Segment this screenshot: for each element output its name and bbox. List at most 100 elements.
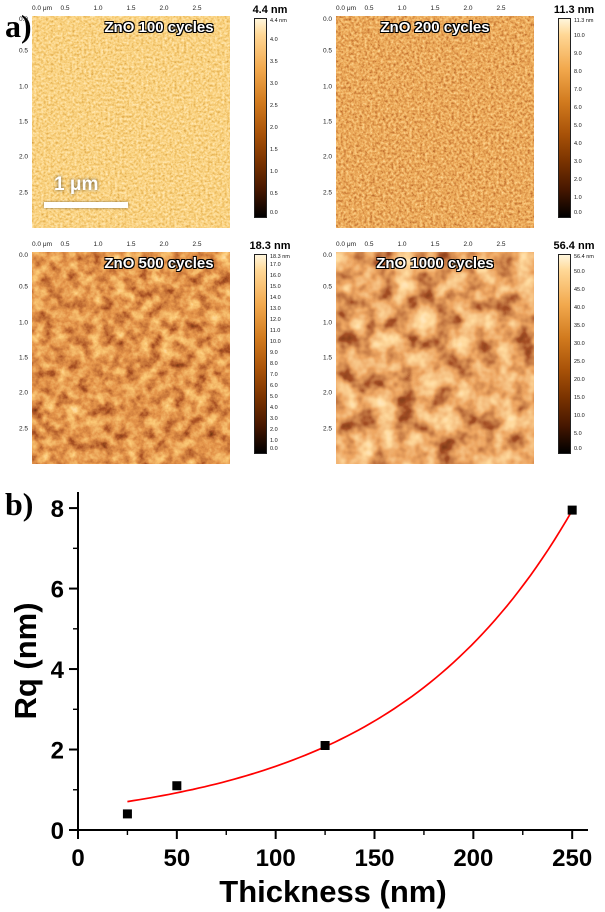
panel-b: 0 50 100 150 200 250 0 2 4 6 8 Thickness (nm) Rq (nm… <box>0 480 605 912</box>
ruler-top: 0.0 μm 0.5 1.0 1.5 2.0 2.5 <box>336 4 534 15</box>
panel-a: a) 0.0 μm 0.5 1.0 1.5 2.0 2.5 0.0 0.5 1.0 1.5 2.0… <box>2 4 604 464</box>
afm-topography-image <box>336 16 534 228</box>
panel-a-label: a) <box>5 8 32 44</box>
colorbar <box>558 254 571 454</box>
afm-image-frame: ZnO 500 cycles <box>32 252 230 464</box>
colorbar-tick-labels: 4.4 nm 4.0 3.5 3.0 2.5 2.0 1.5 1.0 0.5 0.0 <box>270 18 300 216</box>
ruler-left-tick-label: 0.0 <box>322 16 332 23</box>
fit-curve <box>127 510 573 803</box>
colorbar-max-label: 4.4 nm <box>252 4 288 16</box>
colorbar-tick-label: 2.0 <box>574 177 582 183</box>
ruler-top-tick-label: 2.5 <box>496 241 506 248</box>
y-tick-label: 6 <box>51 577 64 604</box>
ruler-top-tick-label: 1.0 <box>397 5 407 12</box>
x-tick-label: 0 <box>71 845 84 872</box>
afm-image-title: ZnO 200 cycles <box>380 19 490 36</box>
colorbar-tick-label: 12.0 <box>270 317 281 323</box>
colorbar-tick-labels: 18.3 nm 17.0 16.0 15.0 14.0 13.0 12.0 11.0 10.0 9… <box>270 254 300 452</box>
ruler-left-tick-label: 0.0 <box>322 252 332 259</box>
ruler-top-tick-label: 1.0 <box>93 5 103 12</box>
x-tick-label: 50 <box>163 845 190 872</box>
colorbar-tick-label: 50.0 <box>574 269 585 275</box>
colorbar-tick-label: 17.0 <box>270 262 281 268</box>
data-point <box>320 741 330 750</box>
ruler-top-tick-label: 0.0 μm <box>336 5 357 12</box>
ruler-left-tick-label: 2.5 <box>322 425 332 433</box>
colorbar-tick-label: 5.0 <box>574 431 582 437</box>
ruler-top-tick-label: 2.5 <box>192 5 202 12</box>
colorbar-max-label: 18.3 nm <box>249 240 291 252</box>
ruler-left-tick-label: 1.0 <box>322 83 332 91</box>
ruler-top: 0.0 μm 0.5 1.0 1.5 2.0 2.5 <box>32 4 230 15</box>
colorbar-tick-label: 0.0 <box>574 210 582 216</box>
colorbar-tick-label: 56.4 nm <box>574 254 594 260</box>
colorbar-tick-labels: 56.4 nm 50.0 45.0 40.0 35.0 30.0 25.0 20.0 15.0 1… <box>574 254 604 452</box>
x-axis-label: Thickness (nm) <box>219 874 446 909</box>
afm-image-frame: ZnO 200 cycles <box>336 16 534 228</box>
colorbar-tick-label: 10.0 <box>574 33 585 39</box>
colorbar-max-label: 11.3 nm <box>553 4 595 16</box>
colorbar-tick-label: 3.0 <box>574 159 582 165</box>
ruler-top-tick-label: 1.0 <box>397 241 407 248</box>
ruler-left-tick-label: 1.0 <box>18 319 28 327</box>
afm-topography-image <box>336 252 534 464</box>
x-tick-label: 150 <box>354 845 394 872</box>
scalebar <box>44 202 128 208</box>
colorbar-tick-label: 8.0 <box>574 69 582 75</box>
colorbar-tick-label: 6.0 <box>270 383 278 389</box>
colorbar-tick-label: 1.5 <box>270 147 278 153</box>
colorbar-tick-label: 8.0 <box>270 361 278 367</box>
colorbar-tick-label: 13.0 <box>270 306 281 312</box>
colorbar-tick-labels: 11.3 nm 10.0 9.0 8.0 7.0 6.0 5.0 4.0 3.0 2.0 1.0 0.… <box>574 18 604 216</box>
colorbar-tick-label: 10.0 <box>574 413 585 419</box>
ruler-left-tick-label: 1.5 <box>18 354 28 362</box>
ruler-top-tick-label: 2.0 <box>159 5 169 12</box>
ruler-left-tick-label: 2.0 <box>18 389 28 397</box>
ruler-left: 0.0 0.5 1.0 1.5 2.0 2.5 <box>316 16 334 228</box>
x-tick-label: 100 <box>256 845 296 872</box>
scalebar-label: 1 μm <box>54 174 99 195</box>
colorbar-tick-label: 0.5 <box>270 191 278 197</box>
afm-image-frame: ZnO 1000 cycles <box>336 252 534 464</box>
ruler-top: 0.0 μm 0.5 1.0 1.5 2.0 2.5 <box>336 240 534 251</box>
colorbar-tick-label: 0.0 <box>270 210 278 216</box>
data-point <box>122 809 132 819</box>
colorbar-tick-label: 6.0 <box>574 105 582 111</box>
colorbar-tick-label: 20.0 <box>574 377 585 383</box>
ruler-top-tick-label: 1.0 <box>93 241 103 248</box>
ruler-left: 0.0 0.5 1.0 1.5 2.0 2.5 <box>316 252 334 464</box>
ruler-top-tick-label: 2.0 <box>463 241 473 248</box>
ruler-left-tick-label: 1.5 <box>322 118 332 126</box>
colorbar-tick-label: 11.3 nm <box>574 18 594 24</box>
ruler-top-tick-label: 1.5 <box>126 5 136 12</box>
colorbar-tick-label: 40.0 <box>574 305 585 311</box>
ruler-left-tick-label: 2.0 <box>18 153 28 161</box>
colorbar <box>254 254 267 454</box>
ruler-top-tick-label: 1.5 <box>126 241 136 248</box>
colorbar-tick-label: 2.0 <box>270 125 278 131</box>
x-tick-label: 200 <box>453 845 493 872</box>
afm-topography-image <box>32 252 230 464</box>
colorbar-tick-label: 9.0 <box>574 51 582 57</box>
afm-image-title: ZnO 1000 cycles <box>376 255 494 272</box>
afm-topography-image <box>32 16 230 228</box>
ruler-left-tick-label: 1.5 <box>18 118 28 126</box>
data-point <box>172 781 182 791</box>
ruler-left: 0.0 0.5 1.0 1.5 2.0 2.5 <box>12 252 30 464</box>
data-point <box>567 505 577 515</box>
colorbar-tick-label: 25.0 <box>574 359 585 365</box>
x-tick-label: 250 <box>552 845 592 872</box>
ruler-left-tick-label: 2.5 <box>18 189 28 197</box>
colorbar-tick-label: 16.0 <box>270 273 281 279</box>
ruler-top-tick-label: 0.0 μm <box>32 5 53 12</box>
colorbar-tick-label: 7.0 <box>270 372 278 378</box>
colorbar-tick-label: 1.0 <box>270 169 278 175</box>
colorbar-tick-label: 14.0 <box>270 295 281 301</box>
y-tick-label: 0 <box>51 818 64 845</box>
ruler-left-tick-label: 2.5 <box>18 425 28 433</box>
ruler-top-tick-label: 0.5 <box>364 5 374 12</box>
colorbar-tick-label: 15.0 <box>574 395 585 401</box>
colorbar-tick-label: 35.0 <box>574 323 585 329</box>
colorbar-tick-label: 4.0 <box>270 405 278 411</box>
afm-panel-zno-100: 0.0 μm 0.5 1.0 1.5 2.0 2.5 0.0 0.5 1.0 1.5 2.0 2.5 <box>2 4 300 238</box>
